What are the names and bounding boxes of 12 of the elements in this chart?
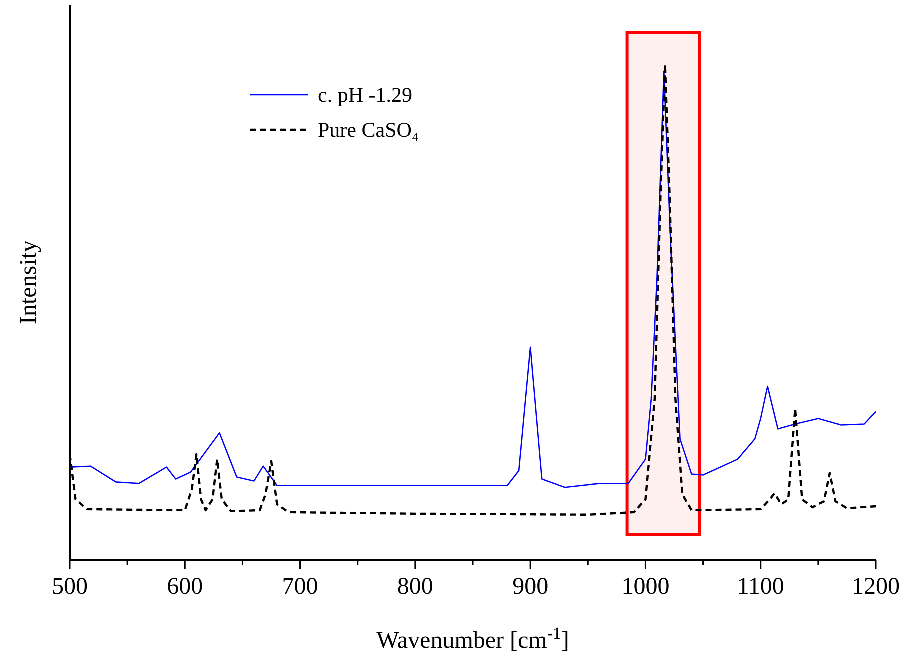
x-axis-title: Wavenumber [cm$^{-1}$] [376,624,570,654]
x-tick-label: 1100 [737,574,784,600]
y-axis-title: Intensity [16,240,42,324]
legend-label: Pure CaSO₄ [318,118,420,142]
legend-label: c. pH -1.29 [318,83,412,107]
x-tick-label: 600 [167,574,204,600]
x-tick-label: 900 [512,574,549,600]
x-tick-label: 1000 [622,574,670,600]
x-tick-label: 500 [52,574,88,600]
x-tick-label: 1200 [852,574,900,600]
x-tick-label: 700 [282,574,318,600]
x-tick-label: 800 [397,574,434,600]
